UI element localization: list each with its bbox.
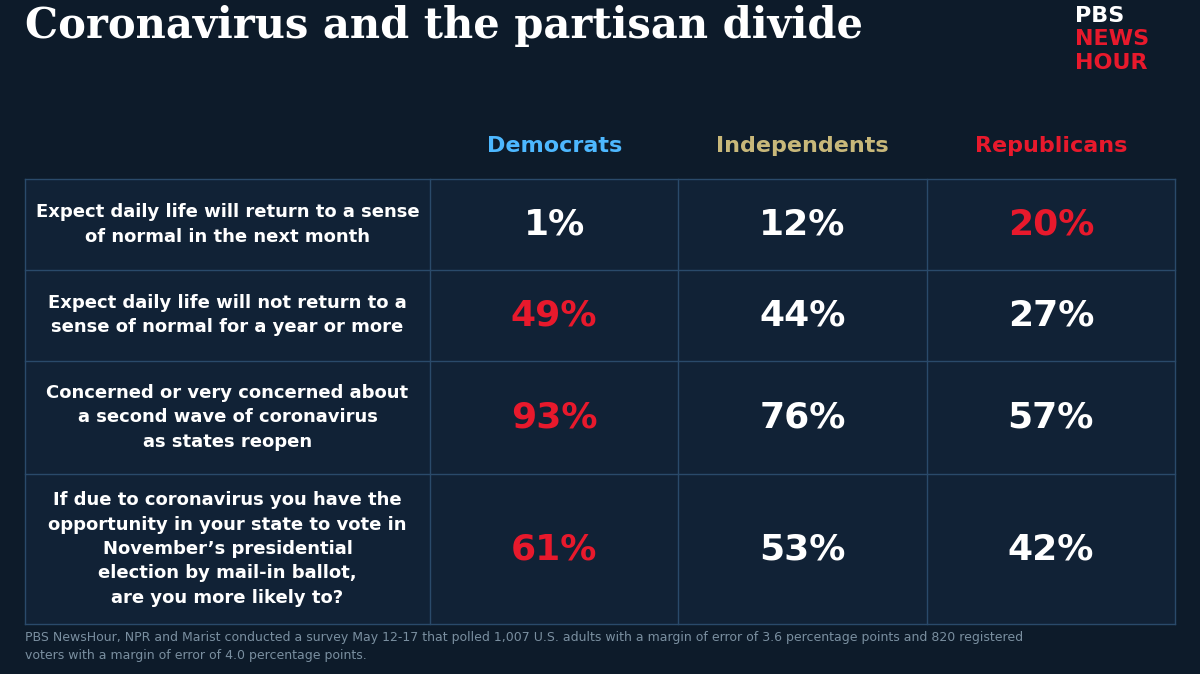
Text: 12%: 12% [760, 208, 846, 241]
Text: 44%: 44% [760, 298, 846, 332]
Text: 93%: 93% [511, 400, 598, 434]
Text: 57%: 57% [1008, 400, 1094, 434]
Text: PBS: PBS [1075, 6, 1124, 26]
Text: NEWS: NEWS [1075, 29, 1150, 49]
Text: PBS NewsHour, NPR and Marist conducted a survey May 12-17 that polled 1,007 U.S.: PBS NewsHour, NPR and Marist conducted a… [25, 630, 1024, 661]
Text: Coronavirus and the partisan divide: Coronavirus and the partisan divide [25, 5, 863, 47]
Text: Concerned or very concerned about
a second wave of coronavirus
as states reopen: Concerned or very concerned about a seco… [47, 384, 408, 451]
Text: 53%: 53% [760, 532, 846, 566]
Text: 61%: 61% [511, 532, 598, 566]
Text: 42%: 42% [1008, 532, 1094, 566]
Text: Democrats: Democrats [486, 136, 622, 156]
Text: 49%: 49% [511, 298, 598, 332]
Text: Expect daily life will not return to a
sense of normal for a year or more: Expect daily life will not return to a s… [48, 294, 407, 336]
Text: If due to coronavirus you have the
opportunity in your state to vote in
November: If due to coronavirus you have the oppor… [48, 491, 407, 607]
Bar [25, 270, 1175, 361]
Text: 27%: 27% [1008, 298, 1094, 332]
Bar [25, 361, 1175, 474]
Bar [25, 474, 1175, 624]
Text: 20%: 20% [1008, 208, 1094, 241]
Bar [25, 179, 1175, 270]
Text: Republicans: Republicans [974, 136, 1127, 156]
Text: Independents: Independents [716, 136, 889, 156]
Text: HOUR: HOUR [1075, 53, 1147, 73]
Text: 76%: 76% [760, 400, 846, 434]
Text: Expect daily life will return to a sense
of normal in the next month: Expect daily life will return to a sense… [36, 204, 419, 245]
Text: 1%: 1% [523, 208, 584, 241]
